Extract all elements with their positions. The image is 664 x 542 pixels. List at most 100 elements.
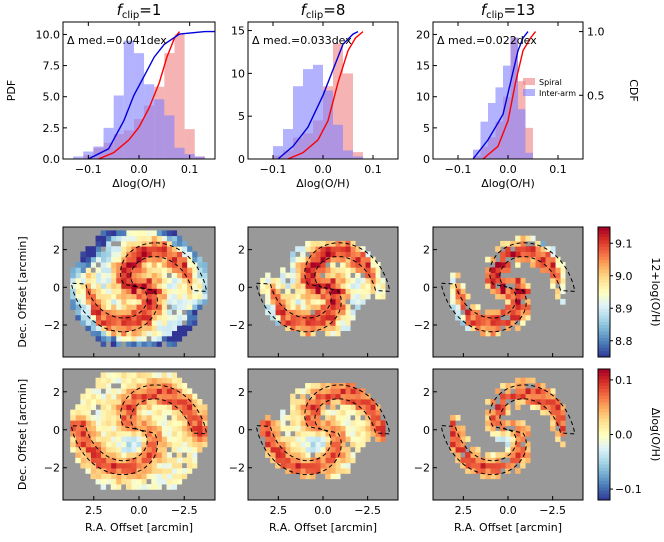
- map-pixel: [550, 277, 556, 284]
- map-pixel: [161, 256, 167, 263]
- map-pixel: [270, 309, 276, 316]
- map-pixel: [310, 240, 316, 247]
- map-pixel: [186, 462, 193, 469]
- map-pixel: [80, 409, 86, 416]
- map-pixel: [131, 457, 137, 464]
- map-pixel: [125, 425, 132, 432]
- map-pixel: [166, 425, 172, 432]
- map-pixel: [136, 230, 142, 237]
- map-pixel: [131, 309, 137, 316]
- map-pixel: [280, 267, 286, 273]
- map-pixel: [350, 277, 356, 284]
- map-pixel: [146, 484, 152, 490]
- map-pixel: [320, 404, 326, 411]
- map-pixel: [80, 414, 86, 421]
- map-pixel: [560, 277, 566, 284]
- map-pixel: [90, 288, 96, 295]
- map-pixel: [131, 462, 137, 469]
- map-pixel: [186, 393, 193, 400]
- map-pixel: [90, 462, 96, 469]
- map-pixel: [350, 309, 356, 316]
- map-pixel: [490, 325, 496, 332]
- map-pixel: [300, 246, 306, 252]
- x-tick-label: −2.5: [354, 504, 381, 517]
- y-tick-label: −2: [229, 462, 245, 475]
- map-pixel: [450, 283, 456, 289]
- map-pixel: [131, 277, 137, 284]
- map-pixel: [156, 478, 162, 485]
- map-pixel: [85, 256, 91, 263]
- map-pixel: [146, 372, 152, 379]
- map-pixel: [156, 372, 162, 379]
- map-pixel: [85, 404, 91, 411]
- map-pixel: [161, 235, 167, 242]
- map-pixel: [166, 251, 172, 258]
- map-pixel: [115, 277, 122, 284]
- map-pixel: [141, 335, 147, 342]
- map-pixel: [270, 277, 276, 284]
- map-pixel: [540, 383, 546, 389]
- map-pixel: [161, 251, 167, 258]
- map-pixel: [465, 452, 471, 458]
- map-pixel: [95, 246, 102, 252]
- colorbar-segment: [598, 395, 610, 399]
- map-pixel: [115, 388, 122, 395]
- map-pixel: [161, 430, 167, 437]
- map-pixel: [355, 420, 361, 426]
- map-pixel: [560, 420, 566, 426]
- map-pixel: [115, 372, 122, 379]
- map-pixel: [285, 298, 291, 305]
- map-pixel: [105, 430, 112, 437]
- spiral-cdf-line: [482, 31, 537, 160]
- map-pixel: [181, 404, 188, 411]
- map-pixel: [340, 430, 346, 437]
- map-pixel: [345, 436, 351, 442]
- map-pixel: [85, 430, 91, 437]
- interarm-bar: [103, 127, 114, 159]
- map-pixel: [490, 398, 496, 405]
- map-pixel: [285, 452, 291, 458]
- map-pixel: [95, 446, 102, 453]
- map-pixel: [120, 457, 127, 464]
- map-pixel: [335, 256, 341, 263]
- map-pixel: [455, 425, 461, 432]
- y-tick-label: 2: [53, 386, 60, 399]
- map-pixel: [110, 304, 117, 310]
- map-pixel: [75, 446, 81, 453]
- map-pixel: [136, 452, 142, 458]
- map-pixel: [100, 288, 107, 295]
- map-pixel: [530, 398, 536, 405]
- map-pixel: [335, 393, 341, 400]
- map-pixel: [495, 262, 501, 268]
- map-pixel: [105, 398, 112, 405]
- map-pixel: [275, 283, 281, 289]
- map-pixel: [141, 462, 147, 469]
- colorbar-tick-label: 9.1: [615, 237, 633, 250]
- map-pixel: [300, 398, 306, 405]
- map-pixel: [156, 262, 162, 268]
- map-pixel: [161, 298, 167, 305]
- map-pixel: [131, 414, 137, 421]
- map-pixel: [110, 267, 117, 273]
- colorbar-segment: [598, 288, 610, 293]
- map-pixel: [191, 256, 198, 263]
- map-pixel: [100, 341, 107, 347]
- map-pixel: [495, 267, 501, 273]
- map-pixel: [125, 277, 132, 284]
- map-pixel: [475, 314, 481, 321]
- map-pixel: [345, 452, 351, 458]
- map-pixel: [355, 304, 361, 310]
- colorbar-segment: [598, 408, 610, 413]
- map-pixel: [270, 457, 276, 464]
- median-annotation: Δ med.=0.033dex: [252, 34, 352, 47]
- map-pixel: [80, 398, 86, 405]
- map-pixel: [90, 446, 96, 453]
- colorbar-label: 12+log(O/H): [649, 257, 662, 326]
- map-pixel: [125, 235, 132, 242]
- map-pixel: [370, 256, 376, 263]
- map-pixel: [90, 330, 96, 337]
- y-tick-label: 2.5: [43, 122, 61, 135]
- map-pixel: [191, 293, 198, 300]
- map-pixel: [375, 425, 381, 432]
- map-pixel: [120, 478, 127, 485]
